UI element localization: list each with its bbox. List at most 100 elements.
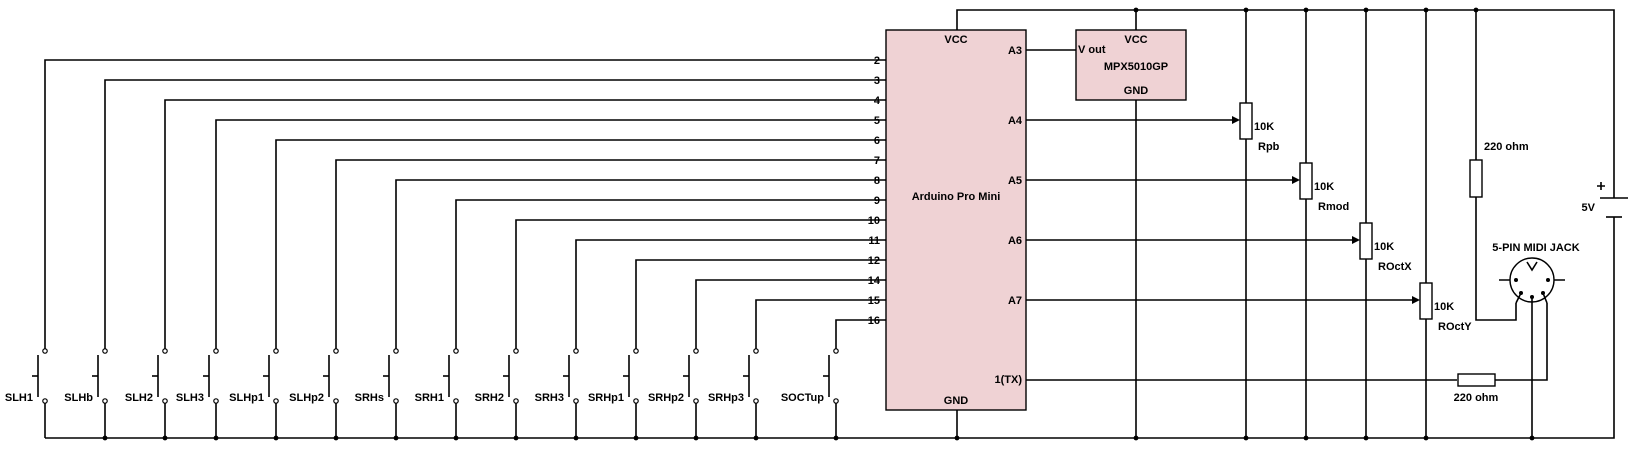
push-switch: SRHp2 [648, 348, 699, 438]
analog-pin-label: A3 [1008, 45, 1022, 57]
junction-dot [213, 435, 219, 441]
junction-dot [833, 435, 839, 441]
junction-dot [1423, 7, 1429, 13]
junction-dot [453, 435, 459, 441]
junction-dot [1133, 435, 1139, 441]
resistor-top-label: 220 ohm [1484, 141, 1529, 153]
junction-dot [102, 435, 108, 441]
switch-label: SRHp3 [708, 392, 744, 404]
digital-pin-label: 12 [868, 255, 880, 267]
digital-pin-label: 4 [874, 95, 881, 107]
junction-dot [1243, 435, 1249, 441]
switch-label: SLHb [64, 392, 93, 404]
pin-wire [835, 319, 886, 351]
switch-label: SLHp2 [289, 392, 324, 404]
junction-dot [954, 435, 960, 441]
tx-resistor: 220 ohm [1454, 303, 1548, 404]
junction-dot [333, 435, 339, 441]
pin-wire [104, 79, 886, 351]
gnd-rail [45, 100, 1615, 439]
push-switch: SLH3 [176, 348, 219, 438]
junction-dot [1303, 435, 1309, 441]
switch-array: SLH1 SLHb SLH2 SLH3 SLHp1 SLHp2 SRHs SRH1 SRH2 SR… [5, 348, 839, 438]
digital-pin-label: 8 [874, 175, 880, 187]
junction-dot [393, 435, 399, 441]
push-switch: SRH2 [475, 348, 519, 438]
pin-wire [335, 159, 886, 351]
digital-pin-label: 11 [868, 235, 880, 247]
push-switch: SLHb [64, 348, 108, 438]
pot-value-label: 10K [1374, 241, 1394, 253]
pin-wire [695, 279, 886, 351]
junction-dot [1423, 435, 1429, 441]
switch-label: SLH2 [125, 392, 153, 404]
pot-name-label: Rpb [1258, 141, 1280, 153]
analog-pin-label: A5 [1008, 175, 1022, 187]
pin-wire [515, 219, 886, 351]
switch-label: SLH3 [176, 392, 204, 404]
pin-wire [44, 59, 886, 351]
switch-label: SRH3 [535, 392, 564, 404]
pot-value-label: 10K [1254, 121, 1274, 133]
pin-wire [455, 199, 886, 351]
switch-label: SOCTup [781, 392, 824, 404]
push-switch: SLHp2 [289, 348, 339, 438]
vcc-rail [956, 9, 1615, 198]
digital-pin-wires: 2 3 4 5 6 7 8 9 10 11 12 14 15 16 [44, 55, 886, 351]
analog-pin-label: A7 [1008, 295, 1022, 307]
switch-label: SLH1 [5, 392, 33, 404]
switch-label: SRH1 [415, 392, 444, 404]
pot-value-label: 10K [1434, 301, 1454, 313]
push-switch: SLH2 [125, 348, 168, 438]
sensor-gnd-label: GND [1124, 85, 1149, 97]
battery-label: 5V [1582, 202, 1596, 214]
junction-dot [162, 435, 168, 441]
switch-label: SLHp1 [229, 392, 264, 404]
potentiometer: 10K ROctX [1026, 10, 1412, 438]
sensor-vout-label: V out [1078, 44, 1106, 56]
digital-pin-label: 16 [868, 315, 880, 327]
arduino-pro-mini [885, 29, 1027, 411]
analog-pin-label: A4 [1008, 115, 1023, 127]
push-switch: SRH1 [415, 348, 459, 438]
arduino-gnd-label: GND [944, 395, 969, 407]
junction-dot [573, 435, 579, 441]
push-switch: SRHp1 [588, 348, 639, 438]
potentiometers: 10K Rpb 10K Rmod 10K ROctX 10K ROctY [102, 7, 1535, 441]
resistor-bottom-label: 220 ohm [1454, 392, 1499, 404]
midi-jack: 5-PIN MIDI JACK [1492, 242, 1580, 438]
digital-pin-label: 6 [874, 135, 880, 147]
digital-pin-label: 5 [874, 115, 880, 127]
push-switch: SRHp3 [708, 348, 759, 438]
digital-pin-label: 15 [868, 295, 880, 307]
potentiometer: 10K Rpb [1026, 10, 1280, 438]
junction-dot [753, 435, 759, 441]
pin-wire [275, 139, 886, 351]
arduino-vcc-label: VCC [944, 34, 967, 46]
push-switch: SLHp1 [229, 348, 279, 438]
arduino-label: Arduino Pro Mini [912, 191, 1001, 203]
pot-value-label: 10K [1314, 181, 1334, 193]
potentiometer: 10K Rmod [1026, 10, 1349, 438]
junction-dot [1363, 435, 1369, 441]
digital-pin-label: 3 [874, 75, 880, 87]
digital-pin-label: 2 [874, 55, 880, 67]
pot-name-label: ROctX [1378, 261, 1412, 273]
switch-label: SRHp2 [648, 392, 684, 404]
midi-jack-label: 5-PIN MIDI JACK [1492, 242, 1579, 254]
battery-5v: 5V [1582, 182, 1628, 218]
pin-wire [755, 299, 886, 351]
switch-label: SRHs [355, 392, 384, 404]
push-switch: SRH3 [535, 348, 579, 438]
pot-name-label: ROctY [1438, 321, 1472, 333]
analog-pin-label: A6 [1008, 235, 1022, 247]
mpx5010gp-sensor [1075, 29, 1187, 101]
pin-wire [575, 239, 886, 351]
midi-pullup-resistor: 220 ohm [1469, 10, 1529, 321]
push-switch: SLH1 [5, 348, 48, 438]
potentiometer: 10K ROctY [1026, 10, 1472, 438]
junction-dot [273, 435, 279, 441]
push-switch: SOCTup [781, 348, 839, 438]
pin-wire [395, 179, 886, 351]
